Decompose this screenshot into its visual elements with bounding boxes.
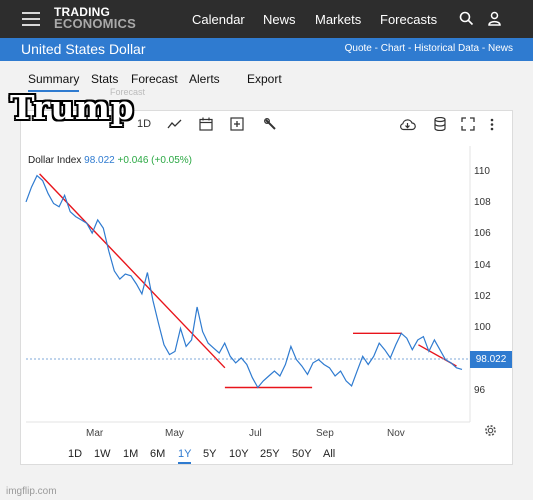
instrument-name: Dollar Index [28, 155, 82, 166]
logo-line-2: ECONOMICS [54, 16, 136, 31]
add-indicator-icon[interactable] [230, 117, 244, 131]
instrument-links[interactable]: Quote - Chart - Historical Data - News [344, 43, 513, 54]
y-tick-label: 100 [474, 322, 491, 333]
period-button[interactable]: 1D [137, 118, 152, 130]
tab-forecast[interactable]: Forecast [131, 72, 178, 86]
range-1d[interactable]: 1D [68, 448, 83, 460]
instrument-title-bar: United States Dollar Quote - Chart - His… [0, 38, 533, 61]
range-1y[interactable]: 1Y [178, 448, 192, 464]
search-icon[interactable] [459, 11, 474, 26]
range-5y[interactable]: 5Y [203, 448, 217, 460]
current-price-tag: 98.022 [470, 351, 512, 368]
footer-band [0, 482, 533, 500]
watermark: imgflip.com [6, 486, 57, 497]
x-tick-label: Mar [86, 428, 104, 439]
nav-forecasts[interactable]: Forecasts [380, 12, 438, 27]
line-chart-icon[interactable] [167, 118, 182, 130]
y-tick-label: 110 [474, 166, 490, 177]
y-tick-label: 106 [474, 228, 491, 239]
trendline [39, 173, 226, 369]
faded-tab-text: Forecast [110, 87, 146, 97]
x-tick-label: May [165, 428, 184, 439]
series-line [25, 174, 463, 389]
tab-export[interactable]: Export [247, 72, 282, 86]
change-value: +0.046 (+0.05%) [117, 155, 193, 166]
tab-alerts[interactable]: Alerts [189, 72, 220, 86]
chart-card [20, 110, 513, 465]
tab-summary[interactable]: Summary [28, 72, 80, 92]
range-10y[interactable]: 10Y [229, 448, 249, 460]
range-1w[interactable]: 1W [94, 448, 111, 460]
logo[interactable]: TRADING ECONOMICS [54, 5, 136, 31]
y-tick-label: 96 [474, 385, 486, 396]
x-tick-label: Jul [249, 428, 262, 439]
database-icon[interactable] [434, 117, 446, 131]
range-25y[interactable]: 25Y [260, 448, 280, 460]
range-50y[interactable]: 50Y [292, 448, 312, 460]
logo-line-1: TRADING [54, 5, 111, 19]
tab-stats[interactable]: Stats [91, 72, 119, 86]
cloud-download-icon[interactable] [399, 118, 416, 131]
nav-calendar[interactable]: Calendar [192, 12, 245, 27]
nav-news[interactable]: News [263, 12, 296, 27]
more-options-icon[interactable] [490, 118, 494, 131]
wrench-icon[interactable] [264, 118, 278, 131]
chart-settings-gear-icon[interactable] [484, 424, 497, 437]
y-tick-label: 104 [474, 260, 491, 271]
last-value: 98.022 [84, 155, 115, 166]
section-tabs: Summary Stats Forecast Alerts Export [0, 61, 533, 144]
y-tick-label: 102 [474, 291, 491, 302]
y-tick-label: 108 [474, 197, 491, 208]
fullscreen-icon[interactable] [461, 117, 475, 131]
menu-icon[interactable] [22, 12, 40, 26]
chart-caption: Dollar Index 98.022 +0.046 (+0.05%) [28, 155, 192, 166]
x-tick-label: Sep [316, 428, 334, 439]
top-navigation: TRADING ECONOMICS Calendar News Markets … [0, 0, 533, 38]
nav-markets[interactable]: Markets [315, 12, 362, 27]
user-icon[interactable] [487, 11, 502, 26]
x-tick-label: Nov [387, 428, 405, 439]
instrument-title: United States Dollar [21, 41, 146, 57]
range-1m[interactable]: 1M [123, 448, 139, 460]
range-all[interactable]: All [323, 448, 336, 460]
range-6m[interactable]: 6M [150, 448, 166, 460]
meme-caption: Trump [10, 88, 135, 127]
calendar-icon[interactable] [199, 117, 213, 131]
